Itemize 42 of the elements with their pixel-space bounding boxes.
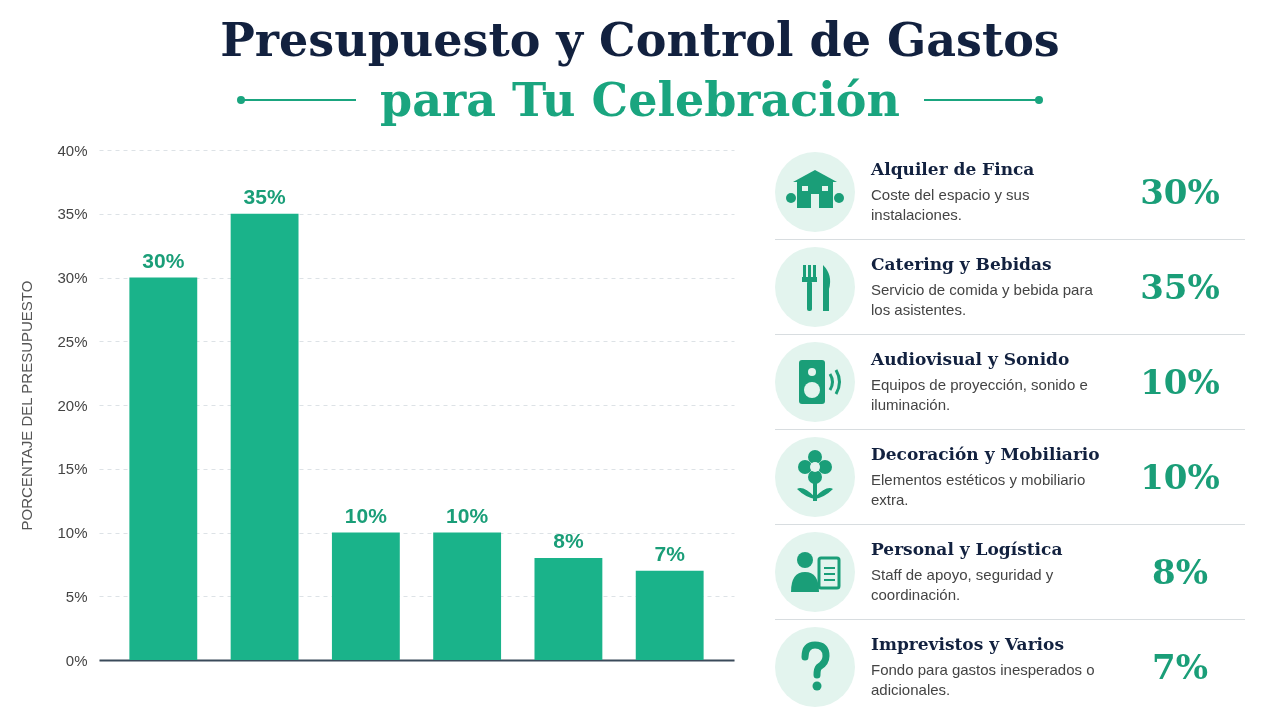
category-label: Imprevistos y Varios (871, 634, 1065, 654)
category-label: Catering y Bebidas (871, 254, 1053, 274)
bar (534, 558, 603, 660)
y-tick-label: 5% (65, 587, 88, 605)
data-label: 10% (446, 503, 489, 527)
category-label: Alquiler de Finca (871, 159, 1036, 179)
data-label: 7% (654, 541, 686, 565)
y-tick-label: 10% (57, 524, 88, 541)
chart-title: Presupuesto y Control de Gastos (219, 12, 1061, 69)
bar (433, 532, 502, 660)
chart-subtitle: para Tu Celebración (380, 72, 900, 129)
bar (635, 570, 704, 660)
text: 10% (1140, 362, 1220, 402)
y-tick-label: 15% (57, 460, 88, 478)
text: 30% (1140, 172, 1220, 212)
y-tick-label: 40% (57, 141, 88, 159)
y-tick-label: 30% (57, 269, 88, 286)
y-tick-label: 25% (57, 332, 88, 350)
category-label: Personal y Logística (871, 539, 1064, 559)
text: Elementos estéticos y mobiliario extra. (871, 470, 1087, 510)
y-tick-label: 20% (57, 396, 88, 414)
text: Fondo para gastos inesperados o adicionales. (871, 660, 1096, 700)
y-tick-label: 35% (57, 205, 88, 223)
text: Staff de apoyo, seguridad y coordinación. (871, 565, 1055, 605)
data-label: 30% (142, 248, 185, 272)
bar (129, 277, 198, 660)
text: Equipos de proyección, sonido e iluminación. (871, 375, 1089, 415)
data-label: 10% (344, 503, 388, 527)
text: Coste del espacio y sus instalaciones. (871, 185, 1031, 225)
text: Servicio de comida y bebida para los asistentes. (871, 280, 1094, 320)
category-label: Decoración y Mobiliario (871, 444, 1101, 464)
text: 35% (1140, 267, 1220, 307)
y-axis-title: PORCENTAJE DEL PRESUPUESTO (18, 280, 36, 531)
data-label: 8% (553, 529, 584, 552)
category-label: Audiovisual y Sonido (871, 349, 1071, 369)
data-label: 35% (243, 184, 286, 208)
text: 8% (1152, 552, 1208, 592)
text: 7% (1152, 647, 1208, 687)
bar (331, 532, 400, 660)
y-tick-label: 0% (65, 651, 88, 669)
text: 10% (1140, 457, 1220, 497)
bar (230, 213, 299, 660)
